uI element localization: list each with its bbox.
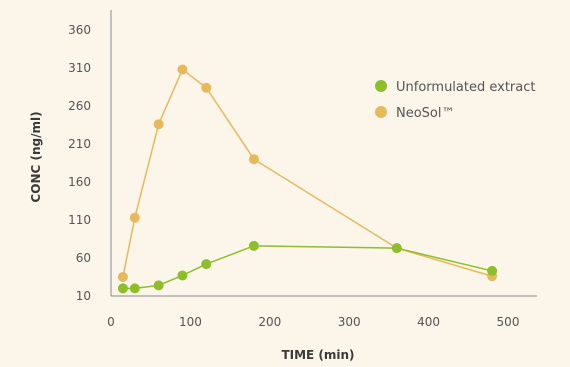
legend-label: NeoSol™ bbox=[396, 106, 455, 121]
series-layer bbox=[117, 64, 498, 294]
y-tick-label: 210 bbox=[68, 137, 91, 151]
y-tick-label: 160 bbox=[68, 175, 91, 189]
y-tick-label: 60 bbox=[76, 251, 91, 265]
data-point bbox=[201, 82, 212, 93]
x-tick-label: 400 bbox=[417, 315, 440, 329]
data-point bbox=[117, 283, 128, 294]
legend: Unformulated extract NeoSol™ bbox=[375, 80, 535, 121]
y-tick-label: 10 bbox=[76, 289, 91, 303]
x-tick-label: 100 bbox=[179, 315, 202, 329]
data-point bbox=[248, 154, 259, 165]
legend-marker bbox=[375, 106, 387, 118]
data-point bbox=[153, 280, 164, 291]
x-tick-label: 200 bbox=[258, 315, 281, 329]
data-point bbox=[487, 265, 498, 276]
x-axis-title: TIME (min) bbox=[281, 348, 354, 362]
x-tick-label: 0 bbox=[107, 315, 115, 329]
x-tick-label: 300 bbox=[338, 315, 361, 329]
y-axis-title: CONC (ng/ml) bbox=[29, 111, 43, 202]
data-point bbox=[153, 119, 164, 130]
series-line bbox=[122, 245, 493, 290]
data-point bbox=[177, 270, 188, 281]
data-point bbox=[391, 243, 402, 254]
x-tick-labels: 0 100 200 300 400 500 bbox=[107, 315, 519, 329]
legend-marker bbox=[375, 80, 387, 92]
y-tick-label: 310 bbox=[68, 61, 91, 75]
series-line bbox=[122, 68, 493, 278]
legend-label: Unformulated extract bbox=[396, 80, 535, 95]
y-tick-label: 260 bbox=[68, 99, 91, 113]
data-point bbox=[201, 259, 212, 270]
data-point bbox=[177, 64, 188, 75]
series-neosol bbox=[117, 64, 498, 282]
data-point bbox=[129, 212, 140, 223]
data-point bbox=[248, 240, 259, 251]
y-tick-label: 360 bbox=[68, 23, 91, 37]
y-tick-labels: 10 60 110 160 210 260 310 360 bbox=[68, 23, 91, 303]
axes bbox=[110, 10, 537, 297]
data-point bbox=[129, 283, 140, 294]
data-point bbox=[117, 272, 128, 282]
series-unformulated bbox=[117, 240, 498, 294]
x-tick-label: 500 bbox=[497, 315, 520, 329]
y-tick-label: 110 bbox=[68, 213, 91, 227]
